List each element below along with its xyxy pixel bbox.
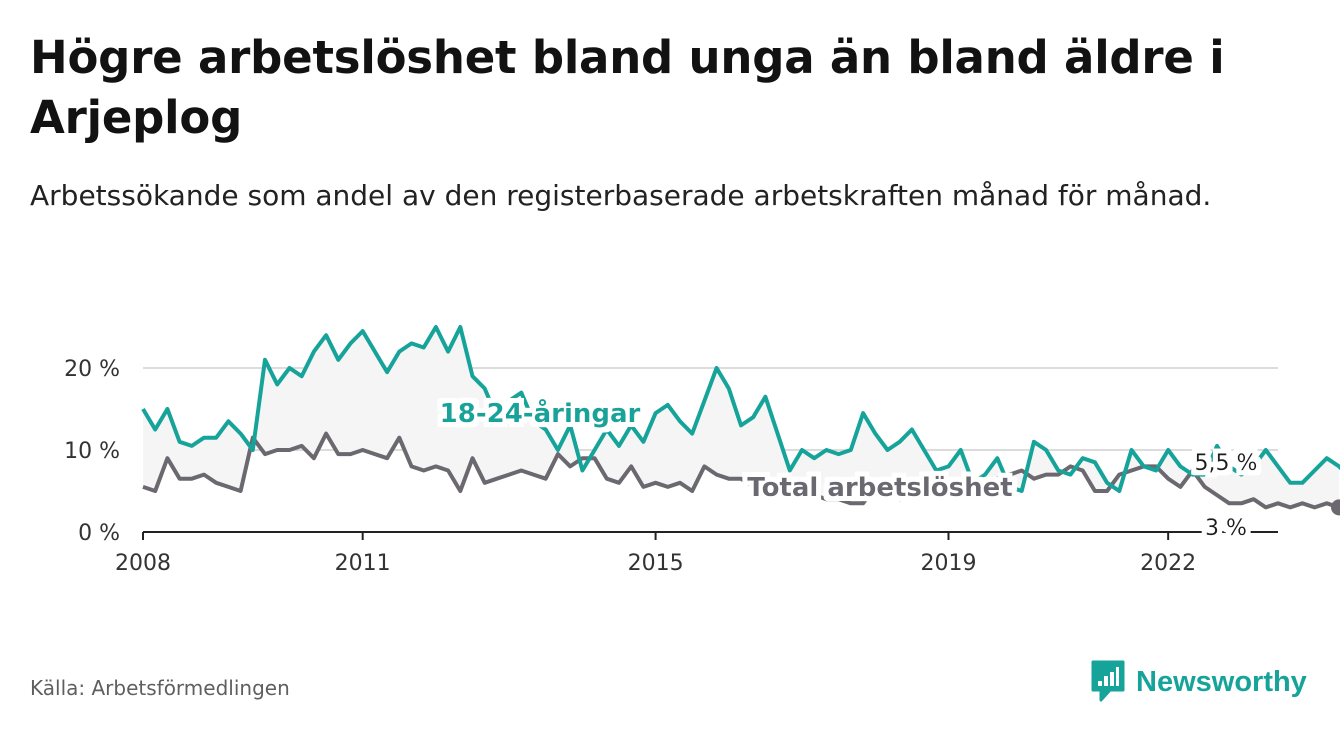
y-tick-label: 10 % <box>64 439 120 464</box>
chart-title: Högre arbetslöshet bland unga än bland ä… <box>30 31 1225 144</box>
y-tick-label: 0 % <box>78 521 120 546</box>
youth-unemployment-line <box>141 325 1340 493</box>
youth-end-value-label: 5,5 % <box>1195 451 1258 476</box>
line-chart: 0 % 10 % 20 % 2008 2011 2015 2019 2022 18-24-å… <box>64 325 1340 576</box>
youth-series-label: 18-24-åringar <box>440 397 641 429</box>
x-tick-label: 2022 <box>1140 551 1196 576</box>
y-tick-label: 20 % <box>64 357 120 382</box>
difference-band <box>143 327 1339 508</box>
total-unemployment-line <box>142 431 1340 510</box>
newsworthy-logo: Newsworthy <box>1090 660 1307 704</box>
chart-subtitle: Arbetssökande som andel av den registerb… <box>30 179 1212 212</box>
x-tick-label: 2008 <box>115 551 171 576</box>
newsworthy-logo-icon <box>1091 660 1125 702</box>
total-series-label: Total arbetslöshet <box>747 473 1012 503</box>
total-end-value-label: 3 % <box>1205 516 1247 541</box>
x-tick-label: 2011 <box>335 551 391 576</box>
newsworthy-logo-text: Newsworthy <box>1136 665 1307 698</box>
source-note: Källa: Arbetsförmedlingen <box>30 676 290 700</box>
x-tick-label: 2015 <box>628 551 684 576</box>
total-end-point <box>1331 499 1340 516</box>
x-tick-label: 2019 <box>920 551 976 576</box>
